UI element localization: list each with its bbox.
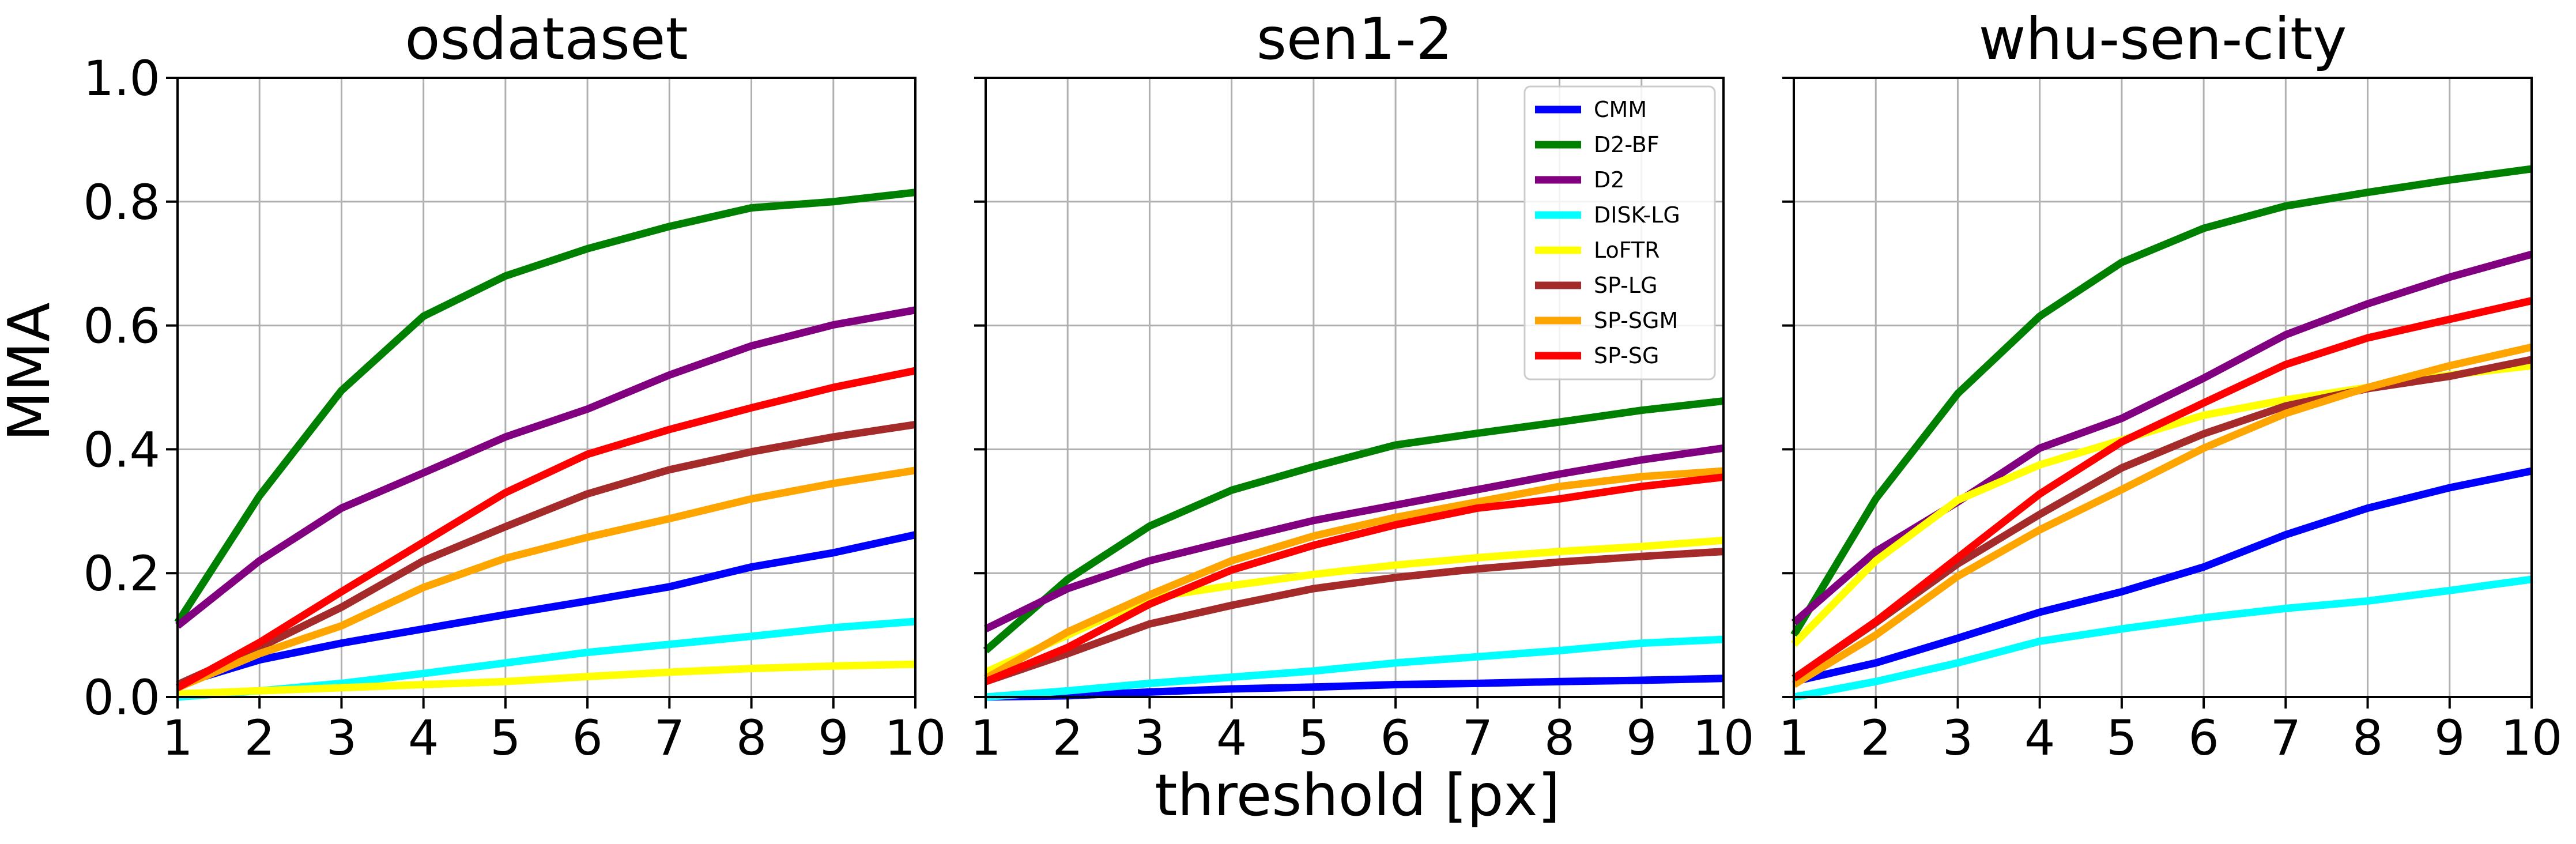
series-line-cmm [985,675,1724,701]
legend-box [1523,85,1716,380]
series-line-d2 [984,444,1724,632]
series-line-disk-lg [1793,575,2532,701]
x-tick-label: 7 [1462,710,1493,766]
legend-label: SP-SG [1594,343,1659,368]
x-tick-label: 7 [654,710,685,766]
legend-label: CMM [1594,97,1647,122]
x-tick-label: 8 [736,710,767,766]
chart-panel-1: 1 2 3 4 5 6 7 8 9 10 0.0 0.2 0.4 0.6 0.8 1.0 osdataset [83,5,946,766]
x-tick-label: 5 [2106,710,2137,766]
series-line-loftr [177,660,916,698]
x-tick-label: 1 [162,710,193,766]
figure-x-axis-label: threshold [px] [1155,762,1560,829]
series-line-sp-sgm [1791,343,2533,688]
x-tick-label: 7 [2270,710,2301,766]
plot-frame [985,77,1725,698]
x-tick-label: 4 [408,710,439,766]
x-tick-label: 1 [970,710,1001,766]
y-tick-label: 0.8 [83,174,160,231]
series-line-sp-lg [176,420,916,688]
x-tick-label: 5 [490,710,521,766]
legend-label: D2 [1594,167,1624,193]
legend-label: DISK-LG [1594,202,1680,228]
series-line-sp-sg [984,473,1724,685]
series-line-cmm [1793,467,2533,685]
x-tick-label: 2 [1052,710,1083,766]
x-tick-label: 9 [1626,710,1657,766]
series-line-sp-sg [175,367,917,691]
x-tick-label: 4 [2024,710,2055,766]
x-tick-label: 10 [1693,710,1755,766]
series-line-sp-lg [1791,356,2533,682]
legend-label: SP-SGM [1594,308,1678,333]
y-tick-label: 0.4 [83,421,160,478]
x-tick-label: 10 [885,710,946,766]
x-tick-label: 8 [2352,710,2383,766]
plot-frame [176,77,917,698]
x-tick-label: 10 [2501,710,2563,766]
chart-panel-2: 1 2 3 4 5 6 7 8 9 10 sen1-2 CMM D2-BF D2 DISK-LG LoFTR S… [970,5,1754,766]
y-tick-label: 0.0 [83,669,160,726]
legend: CMM D2-BF D2 DISK-LG LoFTR SP-LG SP-SGM SP-SG [1523,85,1716,380]
chart-title: sen1-2 [1257,5,1453,73]
series-line-sp-sgm [176,466,917,691]
x-tick-label: 2 [1860,710,1891,766]
series-line-cmm [176,531,917,688]
series-line-disk-lg [985,635,1724,701]
x-tick-label: 5 [1298,710,1329,766]
x-tick-label: 6 [1380,710,1410,766]
series-line-sp-sg [1791,297,2533,682]
y-tick-label: 0.2 [83,545,160,602]
y-tick-label: 1.0 [83,50,160,107]
figure-y-axis-label: MMA [0,303,63,442]
x-tick-label: 4 [1216,710,1247,766]
legend-label: LoFTR [1594,238,1660,263]
x-tick-label: 6 [2188,710,2219,766]
x-tick-label: 9 [818,710,848,766]
chart-title: osdataset [405,5,688,73]
series-line-sp-sgm [983,467,1724,682]
series-line-d2-bf [174,189,916,625]
series-line-d2 [175,306,917,629]
x-tick-label: 3 [326,710,357,766]
y-tick-label: 0.6 [83,298,160,355]
legend-label: SP-LG [1594,273,1658,298]
plot-frame [1793,77,2533,698]
x-tick-label: 6 [572,710,602,766]
x-tick-label: 3 [1943,710,1973,766]
chart-panel-3: 1 2 3 4 5 6 7 8 9 10 whu-sen-city [1778,5,2562,766]
series-line-sp-lg [984,548,1724,685]
x-tick-label: 2 [244,710,274,766]
series-line-d2-bf [1790,165,2532,637]
x-tick-label: 8 [1544,710,1575,766]
x-tick-label: 1 [1778,710,1809,766]
series-line-d2-bf [983,397,1724,654]
chart-title: whu-sen-city [1979,5,2347,73]
x-tick-label: 3 [1134,710,1165,766]
legend-label: D2-BF [1594,132,1659,157]
x-tick-label: 9 [2434,710,2465,766]
series-line-d2 [1791,250,2533,626]
